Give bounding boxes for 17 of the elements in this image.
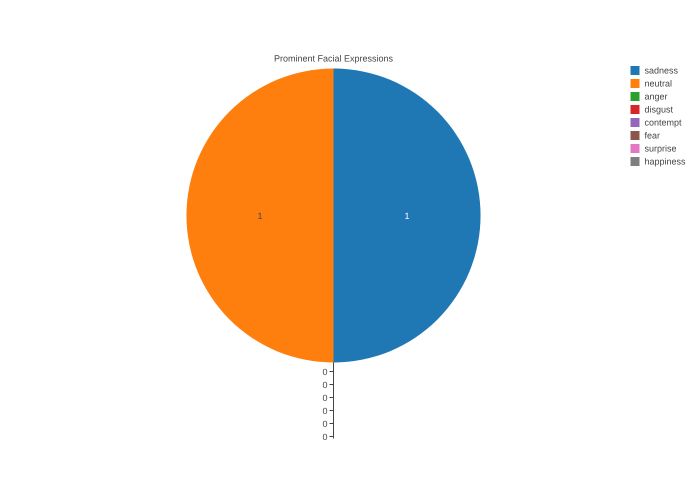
legend-label: neutral [644,78,672,88]
legend-label: sadness [644,66,679,76]
legend-label: contempt [644,118,682,128]
data-label: 1 [404,211,410,221]
text: 0 [322,419,328,429]
legend-label: surprise [644,144,677,154]
legend-label: anger [644,92,668,102]
text: 0 [322,380,328,390]
text: 0 [322,406,328,416]
legend-label: happiness [644,156,686,166]
legend-label: disgust [644,104,674,114]
legend-label: fear [644,130,660,140]
text: 0 [322,393,328,403]
text: 0 [322,432,328,442]
text: 0 [322,367,328,377]
data-label: 1 [257,211,263,221]
chart-title: Prominent Facial Expressions [274,54,394,64]
